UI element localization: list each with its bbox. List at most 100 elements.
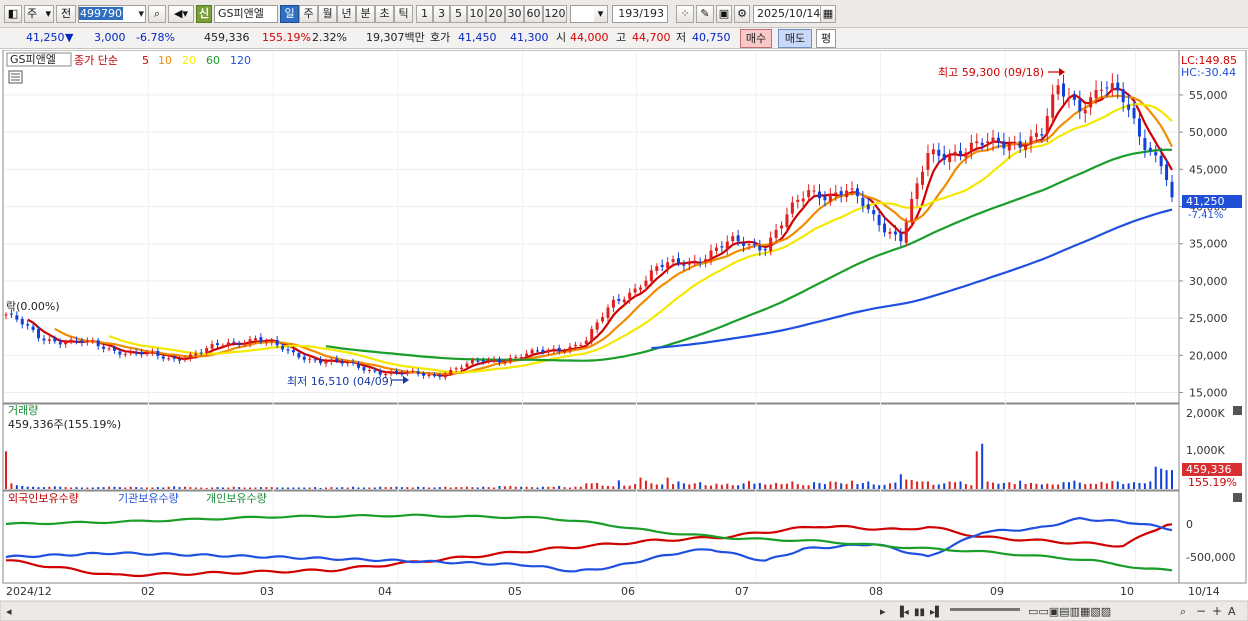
interval-tab-3[interactable]: 3 [433, 5, 450, 23]
volume-bar [606, 485, 609, 489]
candle-body [178, 359, 182, 361]
ma-10-line [54, 94, 1173, 376]
interval-tab-30[interactable]: 30 [505, 5, 524, 23]
interval-tab-60[interactable]: 60 [524, 5, 543, 23]
draw-tool-icon[interactable]: ✎ [696, 5, 714, 23]
close-holding-panel-icon[interactable] [1233, 493, 1242, 502]
stock-code-field[interactable]: 499790 ▾ [78, 5, 146, 23]
candle-body [9, 313, 13, 315]
ask-price: 41,450 [458, 31, 497, 44]
candle-body [525, 353, 529, 357]
volume-bar [1122, 484, 1125, 489]
chart-settings-icon[interactable]: ◧ [4, 5, 22, 23]
candle-body [622, 299, 626, 303]
candle-body [872, 210, 876, 215]
volume-bar [276, 487, 279, 489]
candle-body [671, 259, 675, 263]
volume-bar [883, 484, 886, 489]
buy-button[interactable]: 매수 [740, 29, 772, 48]
candle-body [1040, 134, 1044, 136]
candle-body [1137, 118, 1141, 137]
candle-body [275, 339, 279, 346]
speaker-icon[interactable]: ◀▾ [168, 5, 194, 23]
candle-body [75, 340, 79, 342]
volume-bar [948, 481, 951, 489]
period-tab-3[interactable]: 년 [337, 5, 356, 23]
scroll-right-icon[interactable]: ▸ [880, 605, 886, 618]
candle-body [709, 250, 713, 260]
candle-body [253, 338, 257, 341]
x-tick-label: 2024/12 [6, 585, 52, 598]
stock-chart[interactable]: 15,00020,00025,00030,00035,00040,00045,0… [0, 50, 1248, 621]
volume-tick-2000k: 2,000K [1186, 407, 1225, 420]
interval-tab-10[interactable]: 10 [467, 5, 486, 23]
volume-bar [189, 487, 192, 489]
period-tab-0[interactable]: 일 [280, 5, 299, 23]
volume-bar [878, 485, 881, 489]
volume-bar [417, 486, 420, 489]
volume-bar [254, 487, 257, 489]
chevron-down-icon[interactable]: ▾ [594, 5, 608, 23]
step-back-icon[interactable]: ▐◂ [896, 605, 909, 618]
x-tick-label: 02 [141, 585, 155, 598]
period-tab-4[interactable]: 분 [356, 5, 375, 23]
candle-body [270, 340, 274, 342]
chart-type-select[interactable]: 주 ▾ [24, 5, 54, 23]
candle-body [1105, 87, 1109, 89]
volume-bar [330, 487, 333, 489]
price-direction-icon: ▼ [65, 31, 74, 44]
volume-bar [720, 484, 723, 489]
save-icon[interactable]: ▣ [716, 5, 732, 23]
new-listing-badge: 신 [196, 5, 212, 23]
volume-bar [964, 484, 967, 489]
volume-bar [807, 485, 810, 489]
volume-bar [579, 486, 582, 489]
zoom-in-icon[interactable]: + [1212, 604, 1222, 618]
layout-icons[interactable]: ▭▭▣▤▥▦▧▨ [1028, 605, 1111, 618]
zoom-out-icon[interactable]: − [1196, 604, 1206, 618]
grid-toggle-icon[interactable]: ⁘ [676, 5, 694, 23]
volume-bar [1160, 468, 1163, 489]
moving-averages [27, 87, 1173, 377]
last-volume-pct: 155.19% [1188, 476, 1237, 489]
scroll-left-icon[interactable]: ◂ [6, 605, 12, 618]
search-icon[interactable]: ⌕ [148, 5, 166, 23]
prev-button[interactable]: 전 [56, 5, 76, 23]
candle-body [194, 353, 198, 356]
period-tab-5[interactable]: 초 [375, 5, 394, 23]
ma-legend-60: 60 [206, 54, 220, 67]
step-forward-icon[interactable]: ▸▌ [930, 605, 943, 618]
period-tab-2[interactable]: 월 [318, 5, 337, 23]
interval-tab-120[interactable]: 120 [543, 5, 567, 23]
candle-body [373, 370, 377, 372]
data-count-field[interactable]: 193/193 [612, 5, 668, 23]
scroll-bar[interactable] [0, 600, 1248, 621]
candle-body [801, 198, 805, 202]
zoom-icon[interactable]: ⌕ [1180, 605, 1186, 618]
period-tab-6[interactable]: 틱 [394, 5, 413, 23]
interval-tab-20[interactable]: 20 [486, 5, 505, 23]
sell-button[interactable]: 매도 [778, 29, 812, 48]
stock-name-field[interactable]: GS피앤엘 [214, 5, 278, 23]
last-volume-marker [1182, 463, 1242, 476]
candle-body [676, 258, 680, 264]
volume-bar [1095, 484, 1098, 489]
calendar-icon[interactable]: ▦ [820, 5, 836, 23]
close-volume-panel-icon[interactable] [1233, 406, 1242, 415]
zoom-slider[interactable] [950, 608, 1020, 611]
date-field[interactable]: 2025/10/14 [753, 5, 821, 23]
avg-button[interactable]: 평 [816, 29, 836, 48]
interval-tab-5[interactable]: 5 [450, 5, 467, 23]
volume-bar [324, 487, 327, 489]
gear-icon[interactable]: ⚙ [734, 5, 750, 23]
volume-bar [70, 487, 73, 489]
candle-body [411, 370, 415, 372]
candle-body [340, 362, 344, 364]
volume-bar [178, 487, 181, 489]
font-size-icon[interactable]: A [1228, 605, 1236, 618]
interval-tab-1[interactable]: 1 [416, 5, 433, 23]
candle-body [394, 371, 398, 373]
volume-bar [433, 487, 436, 489]
pause-icon[interactable]: ▮▮ [914, 607, 925, 618]
period-tab-1[interactable]: 주 [299, 5, 318, 23]
